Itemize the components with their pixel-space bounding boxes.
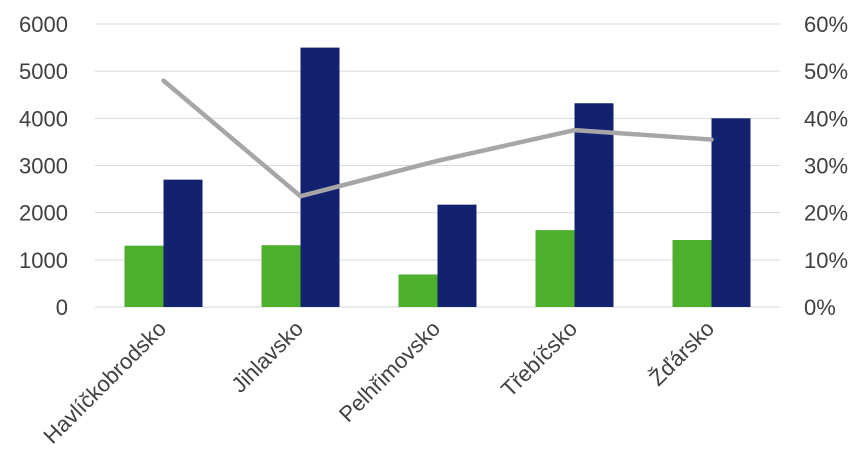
bar [300, 47, 340, 307]
series-line [161, 78, 714, 199]
y-tick-label: 1000 [19, 248, 68, 273]
bar-series [124, 47, 751, 308]
y-tick-label: 3000 [19, 154, 68, 179]
bar [672, 240, 712, 307]
bar [163, 179, 203, 307]
bar [711, 118, 751, 307]
y2-tick-label: 40% [804, 106, 848, 131]
y-tick-label: 4000 [19, 106, 68, 131]
y-tick-label: 2000 [19, 201, 68, 226]
line-series [161, 78, 714, 199]
left-axis-ticks: 0 1000 2000 3000 4000 5000 6000 [19, 12, 68, 320]
bar [124, 245, 164, 307]
category-label: Třebíčsko [496, 316, 582, 402]
y-tick-label: 6000 [19, 12, 68, 37]
y-tick-label: 0 [56, 295, 68, 320]
y2-tick-label: 60% [804, 12, 848, 37]
y-tick-label: 5000 [19, 59, 68, 84]
y2-tick-label: 0% [804, 295, 836, 320]
bar [535, 230, 575, 307]
right-axis-ticks: 0% 10% 20% 30% 40% 50% 60% [804, 12, 848, 320]
category-label: Havlíčkobrodsko [38, 316, 171, 449]
y2-tick-label: 10% [804, 248, 848, 273]
y2-tick-label: 20% [804, 201, 848, 226]
bar [437, 204, 477, 307]
y2-tick-label: 50% [804, 59, 848, 84]
y2-tick-label: 30% [804, 154, 848, 179]
category-label: Žďársko [644, 316, 719, 391]
bar [261, 245, 301, 307]
category-label: Pelhřimovsko [334, 316, 445, 427]
category-label: Jihlavsko [226, 316, 308, 398]
category-labels: Havlíčkobrodsko Jihlavsko Pelhřimovsko Třeb… [38, 316, 719, 449]
bar [574, 103, 614, 308]
bar [398, 274, 438, 307]
